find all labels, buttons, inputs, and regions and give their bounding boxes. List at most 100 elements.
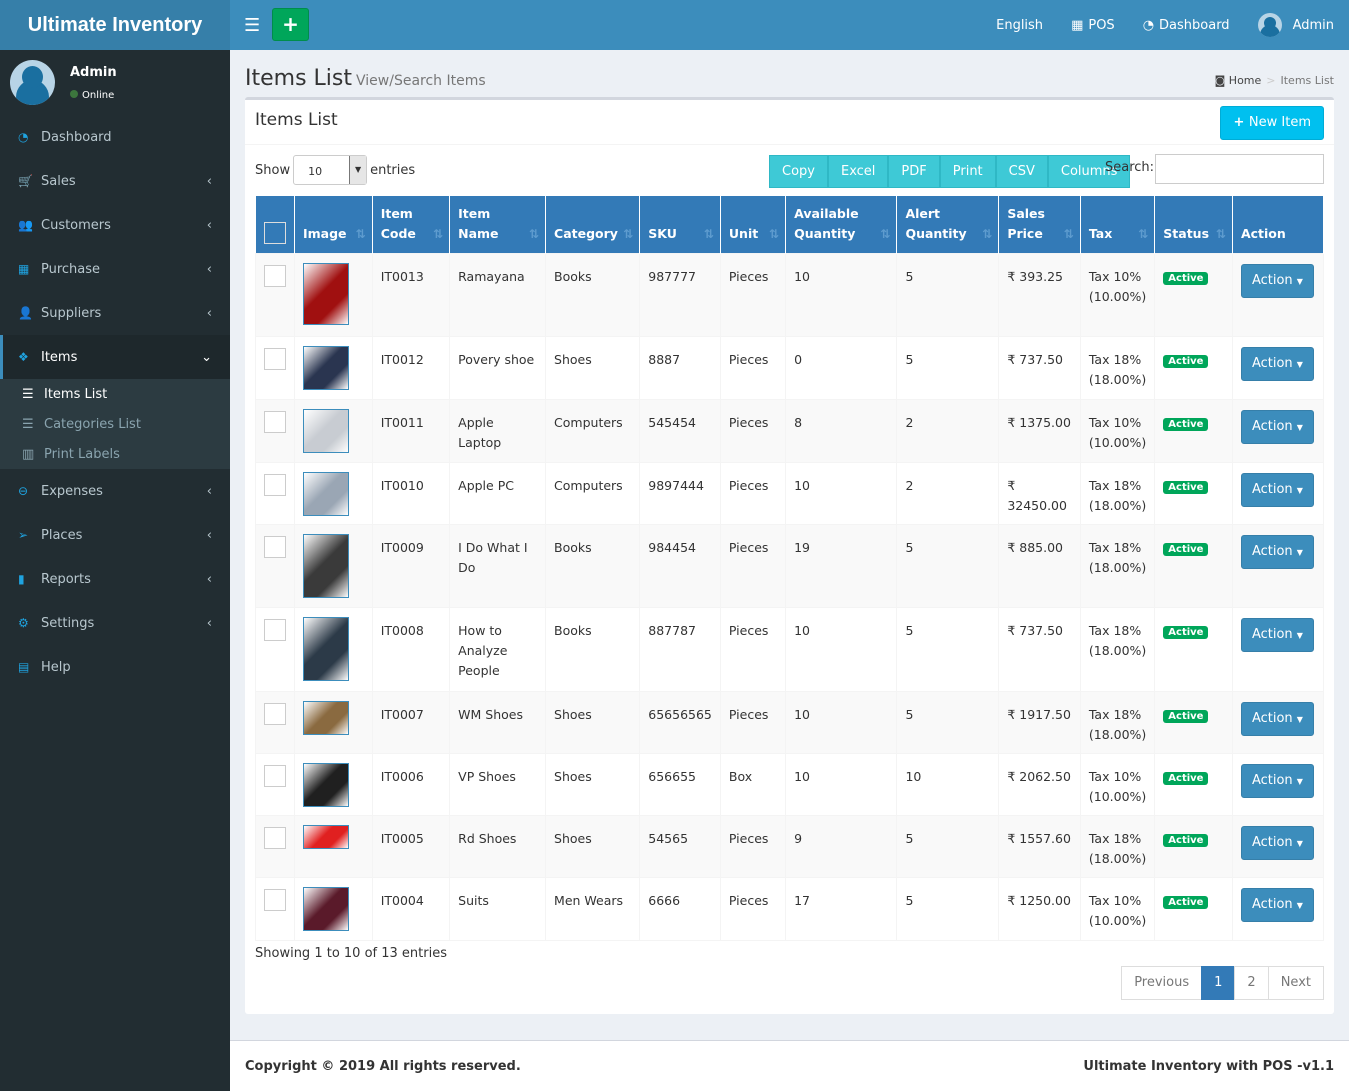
row-checkbox[interactable] — [264, 889, 286, 911]
caret-down-icon: ▼ — [1297, 631, 1303, 640]
copy-button[interactable]: Copy — [769, 155, 828, 188]
language-menu[interactable]: English — [996, 18, 1043, 33]
sidebar-item-help[interactable]: ▤Help — [0, 645, 230, 689]
page-1-button[interactable]: 1 — [1201, 966, 1235, 1000]
row-checkbox[interactable] — [264, 474, 286, 496]
table-row: IT0004 Suits Men Wears 6666 Pieces 17 5 … — [256, 878, 1324, 941]
pos-link[interactable]: ▦POS — [1071, 18, 1115, 33]
tax-name: Tax 18% — [1089, 707, 1141, 722]
item-image[interactable] — [303, 617, 349, 681]
column-header-unit[interactable]: Unit⇅ — [720, 196, 785, 254]
action-dropdown-button[interactable]: Action ▼ — [1241, 473, 1314, 507]
next-button[interactable]: Next — [1268, 966, 1324, 1000]
row-checkbox[interactable] — [264, 619, 286, 641]
column-header-item-name[interactable]: ItemName⇅ — [450, 196, 546, 254]
row-checkbox[interactable] — [264, 348, 286, 370]
app-logo[interactable]: Ultimate Inventory — [0, 0, 230, 50]
item-image[interactable] — [303, 409, 349, 453]
row-checkbox[interactable] — [264, 827, 286, 849]
status-badge: Active — [1163, 418, 1208, 431]
action-dropdown-button[interactable]: Action ▼ — [1241, 826, 1314, 860]
submenu-item-categories-list[interactable]: ☰Categories List — [0, 409, 230, 439]
csv-button[interactable]: CSV — [996, 155, 1048, 188]
user-menu[interactable]: Admin — [1258, 13, 1334, 37]
sidebar-item-places[interactable]: ➢Places‹ — [0, 513, 230, 557]
quick-add-button[interactable]: + — [272, 8, 309, 41]
action-dropdown-button[interactable]: Action ▼ — [1241, 410, 1314, 444]
item-available-qty: 10 — [786, 254, 897, 337]
barcode-icon: ▥ — [22, 447, 44, 462]
item-image[interactable] — [303, 887, 349, 931]
header-text: Quantity — [794, 226, 855, 241]
item-tax: Tax 18%(18.00%) — [1080, 608, 1154, 692]
dashboard-link[interactable]: ◔Dashboard — [1143, 18, 1230, 33]
breadcrumb-home[interactable]: Home — [1229, 74, 1261, 87]
list-icon: ☰ — [22, 387, 44, 402]
item-image[interactable] — [303, 346, 349, 390]
row-checkbox[interactable] — [264, 411, 286, 433]
action-dropdown-button[interactable]: Action ▼ — [1241, 702, 1314, 736]
row-checkbox[interactable] — [264, 765, 286, 787]
item-name: I Do What I Do — [450, 525, 546, 608]
page-2-button[interactable]: 2 — [1234, 966, 1268, 1000]
column-header-category[interactable]: Category⇅ — [546, 196, 640, 254]
sidebar-item-purchase[interactable]: ▦Purchase‹ — [0, 247, 230, 291]
print-button[interactable]: Print — [940, 155, 996, 188]
sidebar-item-expenses[interactable]: ⊖Expenses‹ — [0, 469, 230, 513]
submenu-item-items-list[interactable]: ☰Items List — [0, 379, 230, 409]
column-header-tax[interactable]: Tax⇅ — [1080, 196, 1154, 254]
column-header-image[interactable]: Image⇅ — [295, 196, 373, 254]
item-alert-qty: 5 — [897, 608, 999, 692]
item-tax: Tax 18%(18.00%) — [1080, 525, 1154, 608]
sidebar-item-suppliers[interactable]: 👤Suppliers‹ — [0, 291, 230, 335]
action-dropdown-button[interactable]: Action ▼ — [1241, 888, 1314, 922]
row-checkbox[interactable] — [264, 265, 286, 287]
sidebar-item-items[interactable]: ❖Items⌄ — [0, 335, 230, 379]
sort-icon: ⇅ — [1064, 224, 1074, 244]
column-header-available-quantity[interactable]: AvailableQuantity⇅ — [786, 196, 897, 254]
item-image[interactable] — [303, 263, 349, 325]
excel-button[interactable]: Excel — [828, 155, 888, 188]
column-header-alert-quantity[interactable]: AlertQuantity⇅ — [897, 196, 999, 254]
item-price: ₹ 1375.00 — [999, 400, 1081, 463]
column-header-sales-price[interactable]: SalesPrice⇅ — [999, 196, 1081, 254]
item-available-qty: 10 — [786, 463, 897, 525]
page-size-value: 10 — [308, 165, 322, 178]
header-text: Item — [381, 206, 413, 221]
item-image[interactable] — [303, 472, 349, 516]
row-checkbox[interactable] — [264, 536, 286, 558]
action-dropdown-button[interactable]: Action ▼ — [1241, 618, 1314, 652]
action-dropdown-button[interactable]: Action ▼ — [1241, 264, 1314, 298]
page-size-select[interactable]: 10▼ — [293, 155, 367, 185]
select-all-checkbox[interactable] — [264, 222, 286, 244]
item-tax: Tax 18%(18.00%) — [1080, 692, 1154, 754]
item-image[interactable] — [303, 534, 349, 598]
new-item-button[interactable]: + New Item — [1220, 106, 1324, 140]
chevron-left-icon: ‹ — [207, 306, 212, 321]
sidebar-item-dashboard[interactable]: ◔Dashboard — [0, 115, 230, 159]
action-dropdown-button[interactable]: Action ▼ — [1241, 347, 1314, 381]
action-dropdown-button[interactable]: Action ▼ — [1241, 535, 1314, 569]
sidebar-item-reports[interactable]: ▮Reports‹ — [0, 557, 230, 601]
header-text: Action — [1241, 226, 1286, 241]
row-checkbox[interactable] — [264, 703, 286, 725]
sidebar-item-settings[interactable]: ⚙Settings‹ — [0, 601, 230, 645]
column-header-sku[interactable]: SKU⇅ — [640, 196, 721, 254]
submenu-item-print-labels[interactable]: ▥Print Labels — [0, 439, 230, 469]
item-image[interactable] — [303, 701, 349, 735]
item-image[interactable] — [303, 763, 349, 807]
sidebar-item-customers[interactable]: 👥Customers‹ — [0, 203, 230, 247]
column-header-item-code[interactable]: ItemCode⇅ — [372, 196, 449, 254]
status-text: Online — [82, 90, 114, 101]
sidebar-item-sales[interactable]: 🛒Sales‹ — [0, 159, 230, 203]
action-label: Action — [1252, 356, 1293, 371]
hamburger-menu-icon[interactable]: ☰ — [244, 15, 260, 36]
cogs-icon: ⚙ — [18, 616, 41, 630]
search-input[interactable] — [1155, 154, 1324, 184]
action-dropdown-button[interactable]: Action ▼ — [1241, 764, 1314, 798]
item-image[interactable] — [303, 825, 349, 849]
previous-button[interactable]: Previous — [1121, 966, 1202, 1000]
pdf-button[interactable]: PDF — [888, 155, 939, 188]
column-header-status[interactable]: Status⇅ — [1155, 196, 1233, 254]
table-row: IT0011 Apple Laptop Computers 545454 Pie… — [256, 400, 1324, 463]
